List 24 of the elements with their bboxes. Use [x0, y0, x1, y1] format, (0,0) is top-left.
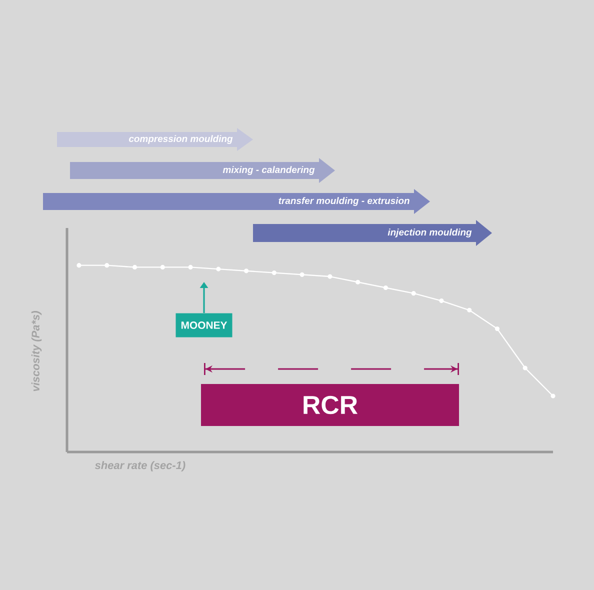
point — [216, 266, 221, 272]
point — [356, 280, 360, 284]
text: transfer moulding - extrusion — [278, 197, 410, 206]
point — [132, 264, 138, 270]
point — [550, 394, 556, 398]
text: compression moulding — [128, 135, 233, 144]
point — [300, 272, 304, 277]
text: injection moulding — [388, 228, 472, 238]
point — [160, 264, 165, 270]
text: mixing - calandering — [222, 166, 315, 175]
point — [272, 270, 276, 276]
annotation: RCR — [304, 396, 358, 414]
point — [411, 291, 416, 296]
point — [439, 298, 444, 304]
point — [188, 264, 193, 270]
point — [104, 263, 110, 268]
point — [494, 326, 500, 332]
point — [76, 263, 82, 268]
annotation: MOONEY — [181, 322, 228, 329]
point — [383, 285, 388, 290]
point — [328, 274, 332, 279]
point — [522, 366, 528, 370]
point — [467, 308, 472, 312]
point — [244, 268, 249, 274]
